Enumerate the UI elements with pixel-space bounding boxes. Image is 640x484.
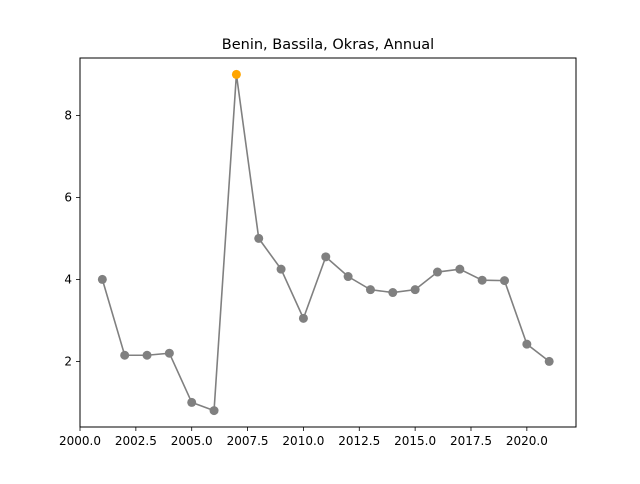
y-tick-label: 2 [64,354,72,368]
series-line [101,74,550,412]
data-point [522,339,532,349]
data-point [388,288,398,298]
data-point [254,233,264,243]
x-tick-label: 2002.5 [115,434,157,448]
data-point [477,275,487,285]
x-tick-label: 2005.0 [171,434,213,448]
plot-area: 2000.0 2002.5 2005.0 2007.5 2010.0 2012.5 2015… [59,57,577,448]
data-point [544,356,554,366]
x-tick-label: 2017.5 [450,434,492,448]
data-point [343,272,353,282]
x-tick-label: 2012.5 [338,434,380,448]
data-point [97,274,107,284]
data-point [142,350,152,360]
y-tick-label: 4 [64,272,72,286]
data-point [321,252,331,262]
axes-frame [79,57,577,428]
data-point [432,267,442,277]
data-point [276,264,286,274]
data-point [120,350,130,360]
x-tick-label: 2020.0 [506,434,548,448]
y-tick-label: 8 [64,108,72,122]
data-point [500,276,510,286]
data-point [164,348,174,358]
x-tick-label: 2007.5 [227,434,269,448]
highlight-point [231,69,241,79]
data-point [455,264,465,274]
data-point [410,285,420,295]
y-tick-label: 6 [64,190,72,204]
data-point [187,397,197,407]
x-tick-label: 2015.0 [394,434,436,448]
x-tick-label: 2010.0 [282,434,324,448]
chart-title: Benin, Bassila, Okras, Annual [222,37,434,53]
data-point [209,406,219,416]
data-point [365,285,375,295]
data-point [298,313,308,323]
x-tick-label: 2000.0 [59,434,101,448]
